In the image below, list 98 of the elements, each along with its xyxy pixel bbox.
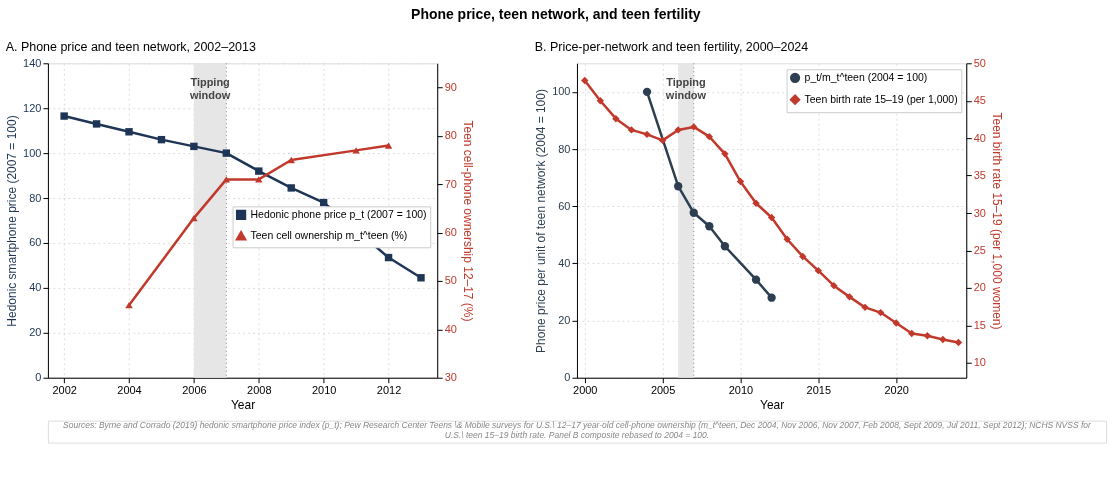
point xyxy=(612,114,620,123)
x-tick-label: 2004 xyxy=(117,384,142,397)
y2-axis-title: Teen cell-phone ownership 12–17 (%) xyxy=(460,120,475,322)
point xyxy=(720,242,730,251)
point xyxy=(799,252,807,261)
point xyxy=(689,208,698,217)
legend-label: Teen cell ownership m_t^teen (%) xyxy=(250,229,408,241)
legend-label: Teen birth rate 15–19 (per 1,000) xyxy=(804,93,958,105)
y2-tick-label: 40 xyxy=(444,322,457,335)
y2-tick-label: 70 xyxy=(444,177,457,190)
y-tick-label: 60 xyxy=(29,236,42,249)
x-tick-label: 2020 xyxy=(884,384,909,397)
point xyxy=(923,332,932,340)
point xyxy=(830,281,838,290)
y-tick-label: 60 xyxy=(558,199,571,212)
point xyxy=(939,335,947,344)
y-tick-label: 100 xyxy=(23,146,42,159)
point xyxy=(705,222,714,231)
y2-tick-label: 20 xyxy=(973,281,986,294)
y2-tick-label: 50 xyxy=(444,274,457,287)
x-axis-title: Year xyxy=(760,398,785,413)
y-tick-label: 40 xyxy=(29,281,42,294)
y2-axis-title: Teen birth rate 15–19 (per 1,000 women) xyxy=(989,112,1004,330)
y-axis-title: Phone price per unit of teen network (2004 = 100) xyxy=(534,89,549,353)
point xyxy=(767,213,776,222)
point xyxy=(642,87,652,97)
y-tick-label: 140 xyxy=(23,56,42,69)
point xyxy=(752,199,760,207)
y2-tick-label: 25 xyxy=(973,243,986,256)
y-tick-label: 20 xyxy=(29,326,42,339)
chart-title: B. Price-per-network and teen fertility, 2000–2024 xyxy=(534,39,809,54)
y-tick-label: 100 xyxy=(552,85,571,98)
point xyxy=(845,293,854,301)
x-tick-label: 2015 xyxy=(806,384,832,397)
point xyxy=(814,266,823,275)
x-axis-title: Year xyxy=(230,398,256,413)
point xyxy=(908,329,916,338)
point xyxy=(643,130,651,139)
y-tick-label: 20 xyxy=(558,314,571,327)
point xyxy=(222,176,231,183)
point xyxy=(690,123,698,131)
x-tick-label: 2005 xyxy=(650,384,676,397)
point xyxy=(954,338,963,347)
y2-tick-label: 60 xyxy=(444,226,457,239)
x-tick-label: 2010 xyxy=(311,384,337,397)
point xyxy=(417,274,425,282)
y2-tick-label: 10 xyxy=(973,356,986,369)
y2-tick-label: 15 xyxy=(973,318,986,331)
point xyxy=(125,128,133,136)
y2-tick-label: 30 xyxy=(973,206,986,219)
x-tick-label: 2008 xyxy=(247,384,272,397)
legend-label: p_t/m_t^teen (2004 = 100) xyxy=(804,71,928,83)
y-tick-label: 0 xyxy=(564,371,571,384)
x-tick-label: 2010 xyxy=(728,384,754,397)
y-tick-label: 80 xyxy=(29,191,42,204)
point xyxy=(705,132,714,141)
y2-tick-label: 45 xyxy=(973,94,986,107)
point xyxy=(596,97,605,105)
y2-tick-label: 35 xyxy=(973,169,986,182)
point xyxy=(255,167,263,175)
y-tick-label: 0 xyxy=(35,371,42,384)
point xyxy=(222,149,231,157)
point xyxy=(352,147,360,154)
y-axis-title: Hedonic smartphone price (2007 = 100) xyxy=(5,115,20,327)
point xyxy=(627,126,636,134)
legend-label: Hedonic phone price p_t (2007 = 100) xyxy=(250,208,427,220)
band-label: Tipping window xyxy=(189,76,231,102)
x-tick-label: 2002 xyxy=(52,384,77,397)
point xyxy=(674,182,683,191)
x-tick-label: 2012 xyxy=(376,384,402,397)
point xyxy=(751,275,761,284)
point xyxy=(255,176,263,183)
point xyxy=(767,293,776,302)
point xyxy=(861,303,869,312)
point xyxy=(736,177,745,186)
y2-tick-label: 50 xyxy=(973,56,986,69)
y2-tick-label: 40 xyxy=(973,131,986,144)
y2-tick-label: 90 xyxy=(444,80,457,93)
text: Phone price, teen network, and teen fertility xyxy=(411,6,701,23)
x-tick-label: 2000 xyxy=(573,384,598,397)
point xyxy=(60,112,68,120)
point xyxy=(581,76,589,85)
point xyxy=(876,308,885,317)
point xyxy=(783,235,791,243)
point xyxy=(658,136,667,145)
y-tick-label: 40 xyxy=(558,256,571,269)
point xyxy=(287,184,295,192)
point xyxy=(190,142,198,151)
x-tick-label: 2006 xyxy=(182,384,207,397)
point xyxy=(92,120,101,128)
source-note: Sources: Byrne and Corrado (2019) hedonic smartphone price index (p_t); Pew Research Center Teens \& Mobile surveys for U.S.\ 12–17 year-old cell-phone ownership (m_t^teen, Dec 2004, Nov 2006, Nov 2007, Feb 2008, Sept 2009, Jul 2011, Sept 2012); NCHS NVSS for U.S.\ teen 15–19 birth rate. Panel B composite rebased to 2004 = 100. xyxy=(63,419,1092,441)
y2-tick-label: 30 xyxy=(444,371,457,384)
y-tick-label: 80 xyxy=(558,142,571,155)
band-label: Tipping window xyxy=(664,76,707,102)
y2-tick-label: 80 xyxy=(444,129,457,142)
y-tick-label: 120 xyxy=(23,101,42,114)
point xyxy=(384,142,393,149)
chart-title: A. Phone price and teen network, 2002–2013 xyxy=(5,39,256,54)
